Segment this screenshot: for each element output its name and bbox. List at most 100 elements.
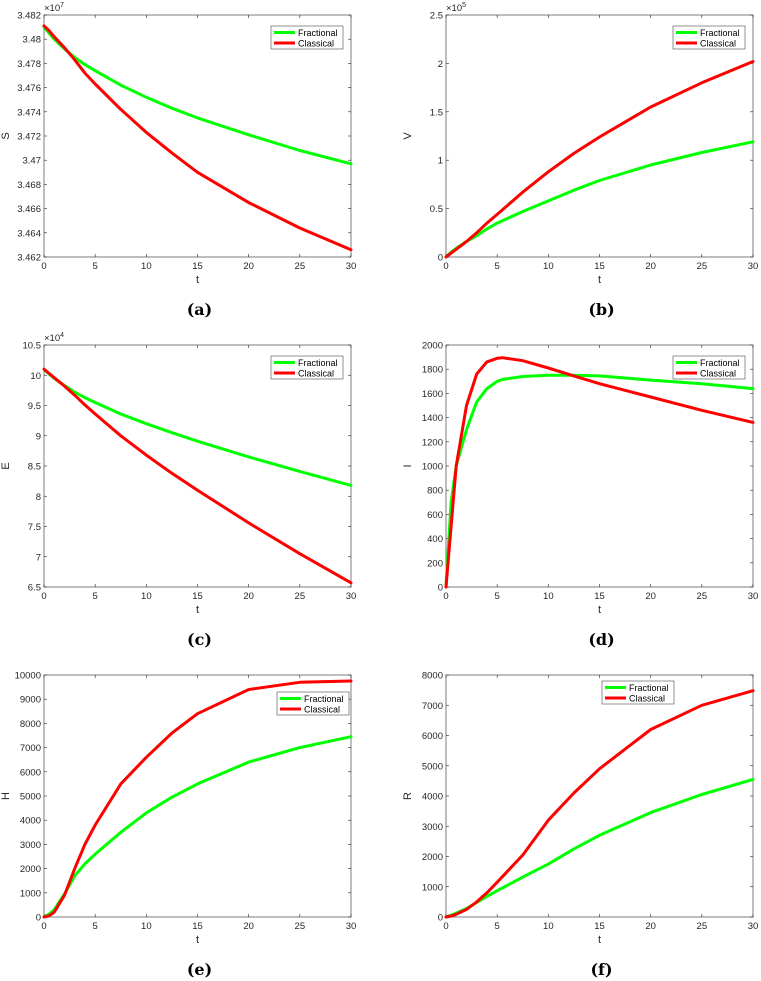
y-tick-label: 0.5	[430, 204, 443, 215]
y-axis-label: E	[0, 462, 12, 469]
y-tick-label: 3.472	[17, 132, 41, 143]
panel-caption: (d)	[588, 630, 614, 649]
y-tick-label: 1000	[422, 462, 443, 473]
x-axis-label: t	[196, 604, 199, 616]
x-tick-label: 20	[645, 261, 656, 272]
y-tick-label: 7.5	[28, 522, 41, 533]
y-tick-label: 3.474	[17, 107, 41, 118]
legend-label: Fractional	[304, 694, 344, 704]
x-tick-label: 20	[243, 261, 254, 272]
y-tick-label: 7000	[20, 743, 41, 754]
x-tick-label: 15	[192, 921, 203, 932]
y-tick-label: 8000	[20, 719, 41, 730]
y-tick-label: 3.468	[17, 180, 41, 191]
x-tick-label: 10	[141, 261, 152, 272]
x-tick-label: 5	[93, 261, 98, 272]
x-tick-label: 10	[141, 591, 152, 602]
x-tick-label: 10	[543, 921, 554, 932]
x-tick-label: 10	[543, 261, 554, 272]
y-tick-label: 3000	[20, 840, 41, 851]
y-tick-label: 0	[36, 913, 41, 924]
y-tick-label: 3000	[422, 822, 443, 833]
panel-caption: (c)	[187, 630, 212, 649]
exponent-value: 7	[60, 2, 64, 9]
x-tick-label: 0	[443, 921, 448, 932]
y-tick-label: 8000	[422, 671, 443, 682]
y-tick-label: 9.5	[28, 401, 41, 412]
y-tick-label: 1600	[422, 389, 443, 400]
y-tick-label: 3.482	[17, 11, 41, 22]
y-tick-label: 4000	[20, 816, 41, 827]
subplot-b: 0 5 10 15 20 25 30 0 0.5 1 1.5 2 2.5 t V ×105 Fractional…	[402, 2, 758, 319]
legend-label: Classical	[298, 38, 334, 48]
y-tick-label: 3.48	[23, 35, 42, 46]
x-tick-label: 15	[594, 261, 605, 272]
x-tick-label: 20	[243, 591, 254, 602]
y-tick-label: 10	[30, 371, 41, 382]
y-tick-label: 1000	[422, 882, 443, 893]
y-tick-label: 2000	[20, 864, 41, 875]
y-tick-label: 8	[36, 492, 41, 503]
x-axis-label: t	[196, 934, 199, 946]
x-tick-label: 25	[295, 591, 306, 602]
axes-box	[43, 14, 352, 258]
x-tick-label: 0	[443, 591, 448, 602]
x-tick-label: 30	[748, 591, 759, 602]
legend-label: Fractional	[700, 28, 740, 38]
y-tick-label: 3.478	[17, 59, 41, 70]
x-tick-label: 0	[41, 921, 46, 932]
legend-label: Classical	[700, 38, 736, 48]
x-tick-label: 20	[243, 921, 254, 932]
series-line-classical	[42, 367, 353, 585]
panel-caption: (b)	[588, 300, 614, 319]
y-tick-label: 3.47	[23, 156, 42, 167]
subplot-c: 0 5 10 15 20 25 30 6.5 7 7.5 8 8.5 9 9.5 10 10.5 t E ×104 F…	[0, 332, 356, 649]
series-line-classical	[444, 60, 755, 259]
exponent-value: 4	[60, 332, 64, 339]
x-tick-label: 0	[41, 591, 46, 602]
x-tick-label: 25	[697, 591, 708, 602]
y-tick-label: 5000	[422, 761, 443, 772]
y-tick-label: 6000	[20, 767, 41, 778]
y-axis-label: R	[402, 792, 414, 800]
y-tick-label: 3.466	[17, 204, 41, 215]
x-tick-label: 15	[192, 591, 203, 602]
y-tick-label: 1000	[20, 888, 41, 899]
legend-label: Classical	[304, 704, 340, 714]
exponent-value: 5	[462, 2, 466, 9]
y-tick-label: 200	[427, 558, 443, 569]
subplot-e: 0 5 10 15 20 25 30 0 1000 2000 3000 4000 5000 6000 700…	[0, 671, 356, 980]
x-tick-label: 25	[697, 921, 708, 932]
x-tick-label: 25	[697, 261, 708, 272]
x-tick-label: 20	[645, 591, 656, 602]
y-axis-label: I	[402, 464, 414, 467]
y-tick-label: 2000	[422, 852, 443, 863]
x-tick-label: 30	[346, 591, 357, 602]
x-tick-label: 10	[543, 591, 554, 602]
y-tick-label: 800	[427, 486, 443, 497]
exponent-label: ×105	[446, 2, 466, 14]
panel-caption: (e)	[187, 960, 212, 979]
y-tick-label: 2000	[422, 341, 443, 352]
x-tick-label: 10	[141, 921, 152, 932]
y-tick-label: 1	[438, 156, 443, 167]
legend-label: Classical	[629, 693, 665, 703]
y-tick-label: 1400	[422, 413, 443, 424]
x-tick-label: 30	[748, 261, 759, 272]
x-tick-label: 0	[41, 261, 46, 272]
x-tick-label: 30	[748, 921, 759, 932]
y-tick-label: 7	[36, 552, 41, 563]
x-tick-label: 20	[645, 921, 656, 932]
x-axis-label: t	[598, 604, 601, 616]
y-tick-label: 10.5	[23, 341, 42, 352]
y-tick-label: 3.464	[17, 228, 41, 239]
exponent-label: ×107	[44, 2, 64, 14]
legend-label: Classical	[298, 368, 334, 378]
x-tick-label: 25	[295, 261, 306, 272]
y-tick-label: 7000	[422, 701, 443, 712]
